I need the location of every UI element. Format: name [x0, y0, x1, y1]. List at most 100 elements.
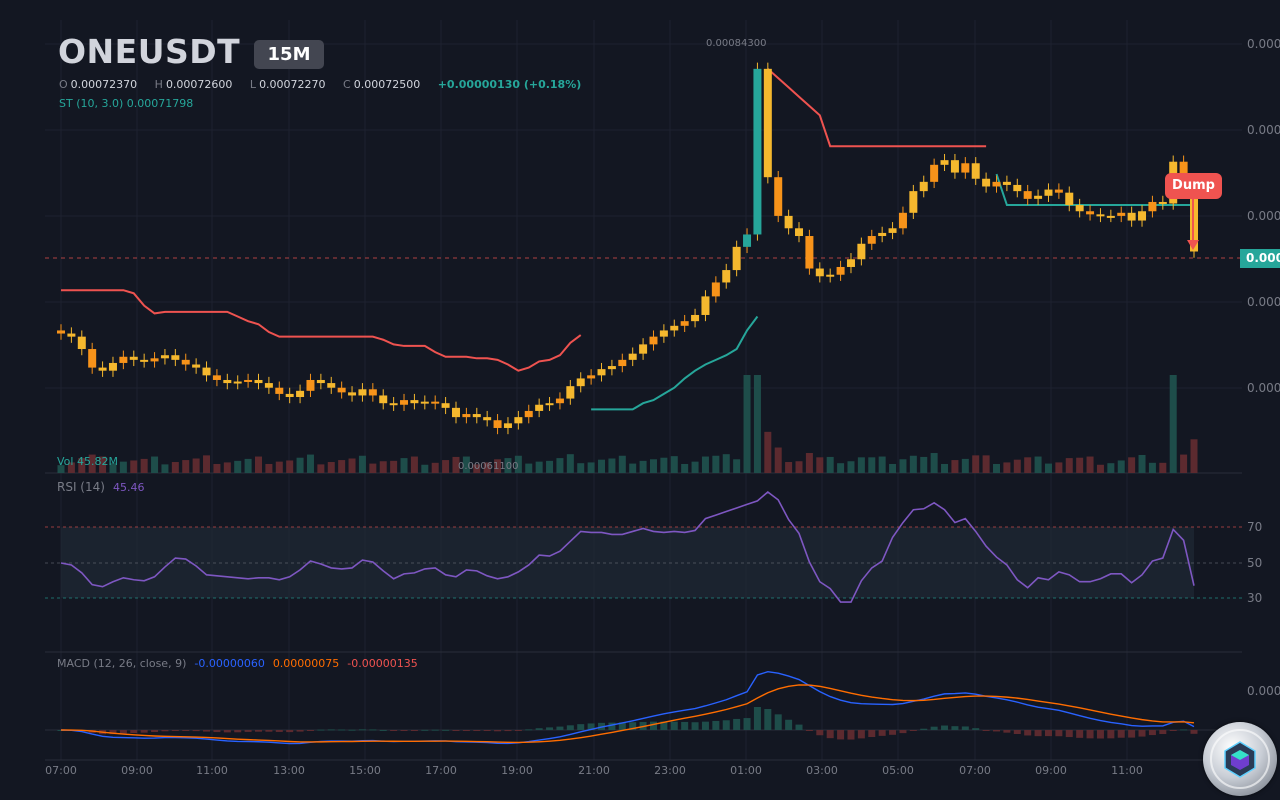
- time-tick: 17:00: [425, 764, 457, 777]
- volume-bar: [1065, 458, 1073, 473]
- macd-histogram-bar: [192, 730, 200, 732]
- rsi-title: RSI (14): [57, 480, 105, 494]
- rsi-legend: RSI (14) 45.46: [57, 480, 144, 494]
- volume-bar: [99, 456, 107, 473]
- volume-bar: [774, 447, 782, 473]
- volume-bar: [203, 455, 211, 473]
- candle-body: [909, 191, 918, 213]
- candle-body: [77, 336, 86, 350]
- macd-histogram-bar: [379, 729, 387, 731]
- candle-body: [296, 390, 305, 398]
- candle-body: [992, 181, 1001, 187]
- candle-body: [98, 367, 107, 371]
- macd-histogram-bar: [1003, 730, 1011, 733]
- rsi-line: [60, 490, 1195, 603]
- price-tick: 0.000: [1247, 381, 1280, 395]
- candle-body: [867, 236, 876, 244]
- time-tick: 13:00: [273, 764, 305, 777]
- volume-bar: [805, 453, 813, 473]
- timeframe-badge[interactable]: 15M: [254, 40, 324, 69]
- volume-bar: [109, 463, 117, 473]
- macd-histogram-bar: [1169, 730, 1177, 731]
- macd-histogram-bar: [1128, 730, 1136, 738]
- candle-body: [961, 163, 970, 173]
- macd-histogram-bar: [1117, 730, 1125, 738]
- volume-bar: [764, 431, 772, 473]
- candle-body: [836, 266, 845, 275]
- macd-histogram-bar: [254, 730, 262, 732]
- macd-histogram-bar: [764, 708, 772, 730]
- macd-histogram-bar: [837, 730, 845, 740]
- candle-body: [607, 366, 616, 370]
- candle-body: [940, 160, 949, 165]
- dump-annotation: Dump: [1165, 173, 1222, 199]
- volume-bar: [743, 375, 751, 473]
- volume-bar: [1013, 459, 1021, 473]
- time-tick: 11:00: [1111, 764, 1143, 777]
- macd-histogram-bar: [733, 718, 741, 730]
- macd-histogram-bar: [795, 724, 803, 730]
- volume-bar: [431, 462, 439, 473]
- macd-histogram-bar: [712, 720, 720, 730]
- candle-body: [514, 417, 523, 424]
- close-label: C: [343, 78, 351, 91]
- candle-body: [1106, 215, 1115, 218]
- macd-histogram-bar: [1055, 730, 1063, 737]
- macd-histogram-bar: [525, 729, 533, 731]
- candle-body: [410, 400, 419, 404]
- candle-body: [1117, 212, 1126, 216]
- volume-bar: [681, 463, 689, 473]
- volume-bar: [182, 460, 190, 473]
- volume-bar: [410, 456, 418, 473]
- time-tick: 09:00: [121, 764, 153, 777]
- price-tick: 0.000: [1247, 209, 1280, 223]
- macd-histogram-bar: [1086, 730, 1094, 739]
- time-tick: 07:00: [959, 764, 991, 777]
- volume-bar: [546, 460, 554, 473]
- ohlc-legend: O 0.00072370 H 0.00072600 L 0.00072270 C 0.0…: [59, 78, 581, 91]
- volume-bar: [1086, 456, 1094, 473]
- volume-bar: [556, 458, 564, 473]
- volume-bar: [629, 463, 637, 473]
- candle-body: [1054, 189, 1063, 193]
- symbol-title: ONEUSDT: [58, 32, 241, 71]
- volume-bar: [1003, 462, 1011, 473]
- candle-body: [732, 246, 741, 271]
- macd-histogram-bar: [930, 726, 938, 730]
- macd-histogram-bar: [608, 722, 616, 730]
- histogram-value: -0.00000135: [347, 657, 418, 670]
- candle-body: [192, 364, 201, 368]
- volume-bar: [494, 459, 502, 473]
- candle-body: [950, 160, 959, 173]
- macd-histogram-bar: [743, 718, 751, 730]
- volume-bar: [1044, 463, 1052, 473]
- candle-body: [129, 356, 138, 360]
- volume-bar: [161, 464, 169, 473]
- rsi-level-tick: 30: [1247, 591, 1263, 605]
- volume-bar: [525, 463, 533, 473]
- candle-body: [431, 401, 440, 404]
- rsi-value: 45.46: [112, 481, 145, 494]
- macd-histogram-bar: [826, 730, 834, 739]
- candle-body: [400, 400, 409, 405]
- time-tick: 03:00: [806, 764, 838, 777]
- price-tick: 0.000: [1247, 295, 1280, 309]
- candle-body: [670, 325, 679, 331]
- volume-bar: [130, 460, 138, 473]
- candle-body: [368, 389, 377, 396]
- macd-histogram-bar: [119, 730, 127, 734]
- volume-bar: [972, 455, 980, 473]
- candle-body: [316, 379, 325, 384]
- candle-body: [826, 274, 835, 277]
- candle-body: [1075, 205, 1084, 212]
- macd-histogram-bar: [920, 728, 928, 730]
- open-label: O: [59, 78, 68, 91]
- signal-line: [60, 684, 1195, 744]
- macd-histogram-bar: [961, 726, 969, 730]
- candle-body: [1013, 184, 1022, 192]
- candle-body: [1065, 192, 1074, 206]
- volume-bar: [649, 459, 657, 473]
- candle-body: [140, 359, 149, 362]
- open-value: 0.00072370: [70, 78, 138, 91]
